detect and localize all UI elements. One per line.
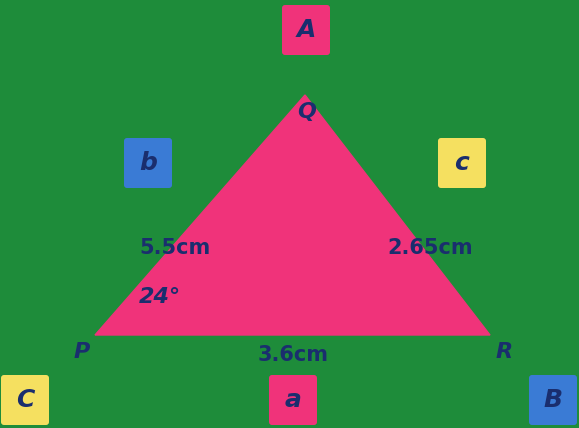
Text: 5.5cm: 5.5cm: [140, 238, 211, 258]
Text: C: C: [16, 388, 34, 412]
Text: 3.6cm: 3.6cm: [258, 345, 328, 365]
Text: Q: Q: [298, 102, 317, 122]
FancyBboxPatch shape: [1, 375, 49, 425]
FancyBboxPatch shape: [529, 375, 577, 425]
Text: 24°: 24°: [139, 287, 181, 307]
Text: P: P: [74, 342, 90, 362]
FancyBboxPatch shape: [438, 138, 486, 188]
Text: b: b: [139, 151, 157, 175]
Text: B: B: [544, 388, 563, 412]
FancyBboxPatch shape: [282, 5, 330, 55]
Text: R: R: [496, 342, 512, 362]
Text: A: A: [296, 18, 316, 42]
Text: c: c: [455, 151, 470, 175]
Text: 2.65cm: 2.65cm: [387, 238, 473, 258]
Polygon shape: [95, 95, 490, 335]
FancyBboxPatch shape: [269, 375, 317, 425]
FancyBboxPatch shape: [124, 138, 172, 188]
Text: a: a: [284, 388, 302, 412]
